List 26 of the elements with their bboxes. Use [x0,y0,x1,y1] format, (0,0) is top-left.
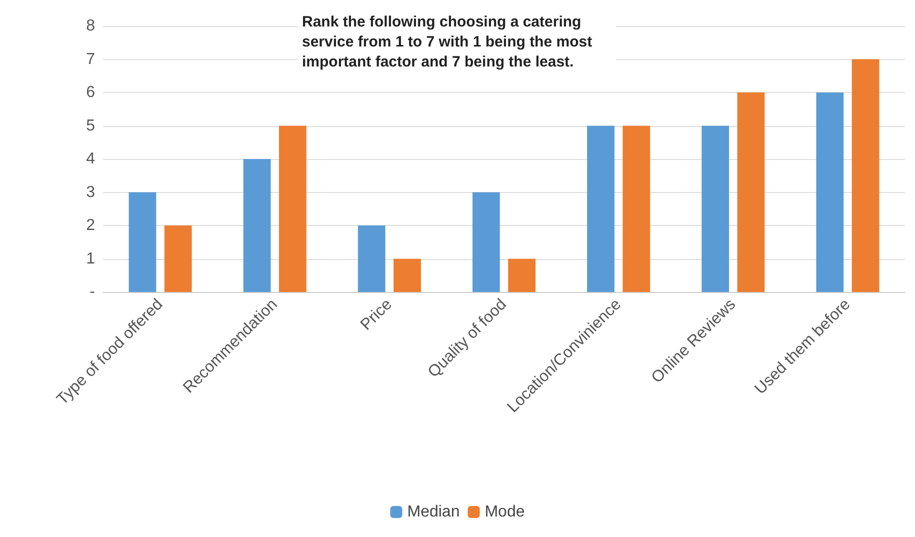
bar [587,126,614,292]
bar [622,126,650,292]
y-tick-label: 5 [86,117,96,134]
y-tick-label: - [90,284,95,300]
bar [508,258,536,292]
bar [394,258,421,292]
y-tick-label: 3 [86,184,96,201]
y-tick-label: 4 [86,150,96,168]
legend-label: Median [407,504,460,520]
y-tick-label: 1 [86,250,96,268]
y-tick-label: 8 [86,18,96,34]
legend-label: Mode [484,504,525,520]
y-tick-label: 6 [86,84,96,101]
bar [472,192,500,292]
bar [737,92,765,292]
bar [852,59,880,292]
bar [278,126,306,292]
bar [816,92,844,292]
bar [128,192,156,292]
bar [702,126,730,292]
y-tick-label: 2 [86,217,96,234]
bar [358,226,386,292]
text: Rank the following choosing a catering service from 1 to 7 with 1 being the most important factor and 7 being the least. [302,14,596,70]
bar [243,159,271,292]
y-tick-label: 7 [86,50,96,68]
bar [164,226,192,292]
